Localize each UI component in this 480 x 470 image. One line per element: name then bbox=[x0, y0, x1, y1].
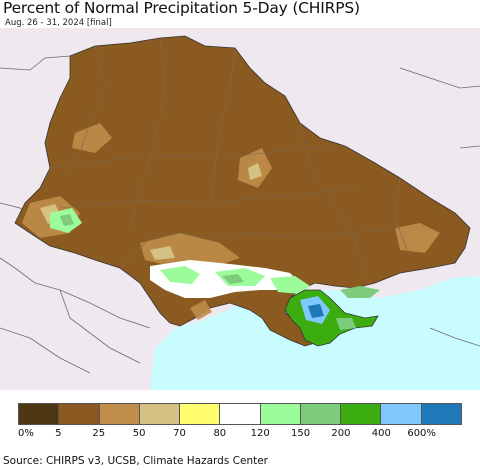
legend-swatch bbox=[220, 404, 261, 424]
legend-swatch bbox=[180, 404, 221, 424]
legend-tick-label: 80 bbox=[213, 428, 227, 439]
map-title: Percent of Normal Precipitation 5-Day (C… bbox=[3, 0, 360, 17]
precipitation-map bbox=[0, 28, 480, 390]
legend-tick-label: 25 bbox=[92, 428, 106, 439]
legend-tick-label: 150 bbox=[290, 428, 311, 439]
legend-swatch bbox=[421, 404, 461, 424]
coastal-wet-zones bbox=[50, 208, 310, 298]
legend-tick-label: 0% bbox=[18, 428, 34, 439]
legend-tick-label: 120 bbox=[250, 428, 270, 439]
map-subtitle: Aug. 26 - 31, 2024 [final] bbox=[5, 18, 112, 28]
legend-swatch bbox=[139, 404, 181, 424]
crimea-very-wet bbox=[300, 296, 356, 330]
legend-tick-label: 70 bbox=[173, 428, 186, 439]
legend-swatch bbox=[59, 404, 100, 424]
legend-tick-label: 5 bbox=[55, 428, 62, 439]
legend-swatch bbox=[341, 404, 382, 424]
legend-tick-label: 400 bbox=[371, 428, 391, 439]
legend-swatch bbox=[300, 404, 342, 424]
legend-tick-label: 50 bbox=[132, 428, 146, 439]
azov-coast-zone bbox=[340, 286, 380, 298]
legend-swatch bbox=[381, 404, 422, 424]
oblast-borders bbox=[49, 37, 411, 279]
color-legend bbox=[18, 403, 462, 425]
source-credit: Source: CHIRPS v3, UCSB, Climate Hazards… bbox=[3, 455, 268, 467]
legend-tick-label: 600% bbox=[407, 428, 436, 439]
legend-swatch bbox=[99, 404, 140, 424]
legend-tick-labels: 0% 5 25 50 70 80 120 150 200 400 600% bbox=[0, 428, 480, 442]
legend-tick-label: 200 bbox=[331, 428, 351, 439]
legend-swatch bbox=[260, 404, 301, 424]
legend-swatch bbox=[19, 404, 60, 424]
